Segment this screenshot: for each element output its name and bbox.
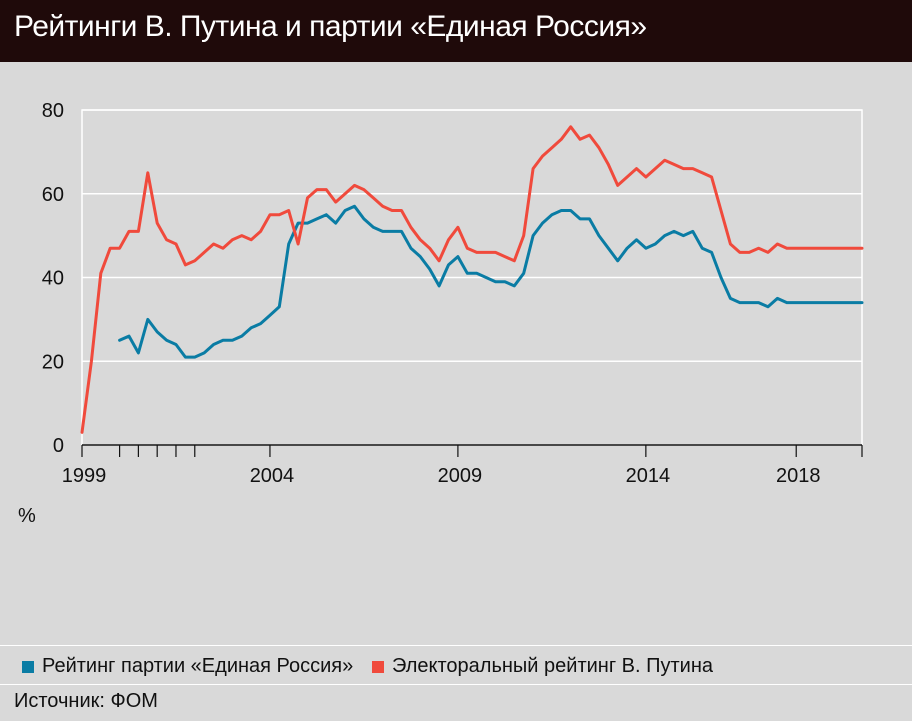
y-tick-label: 20	[42, 351, 64, 373]
x-tick-label: 2014	[626, 465, 671, 487]
chart-legend: Рейтинг партии «Единая Россия» Электорал…	[0, 645, 912, 685]
y-unit-label: %	[18, 505, 36, 527]
legend-swatch-party	[22, 660, 34, 673]
x-tick-label: 2004	[250, 465, 295, 487]
chart-title: Рейтинги В. Путина и партии «Единая Росс…	[14, 10, 647, 43]
legend-label-putin: Электоральный рейтинг В. Путина	[392, 655, 713, 677]
line-chart: 0 20 40 60 80 1999 2004 2009 2014 2018%	[18, 100, 864, 527]
y-tick-label: 0	[53, 435, 64, 457]
legend-item-party: Рейтинг партии «Единая Россия»	[22, 655, 353, 678]
legend-item-putin: Электоральный рейтинг В. Путина	[372, 655, 713, 678]
y-tick-label: 80	[42, 100, 64, 122]
legend-swatch-putin	[372, 660, 384, 673]
series-line-party	[118, 204, 864, 359]
y-tick-label: 40	[42, 268, 64, 290]
header-bar: Рейтинги В. Путина и партии «Единая Росс…	[0, 0, 912, 62]
legend-label-party: Рейтинг партии «Единая Россия»	[42, 655, 354, 677]
x-tick-label: 2009	[438, 465, 483, 487]
x-tick-label: 1999	[62, 465, 107, 487]
y-tick-label: 60	[42, 184, 64, 206]
source-note: Источник: ФОМ	[14, 690, 158, 712]
series-line-putin	[80, 125, 864, 434]
x-tick-label: 2018	[776, 465, 821, 487]
